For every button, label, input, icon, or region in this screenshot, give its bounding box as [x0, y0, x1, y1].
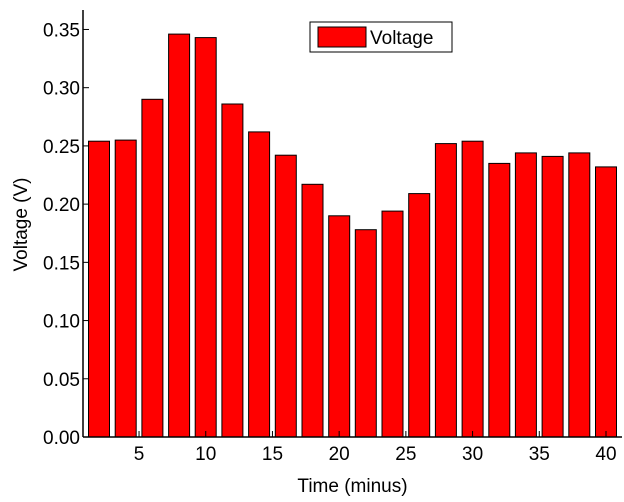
- x-ticks-group: 5 10 15 20 25 30 35 40: [134, 431, 617, 465]
- y-ticks-group: 0.00 0.05 0.10 0.15 0.20 0.25 0.30 0.35: [43, 20, 89, 449]
- bar: [221, 103, 244, 438]
- y-tick-label: 0.20: [43, 195, 80, 216]
- bar: [461, 140, 484, 438]
- y-tick-label: 0.05: [43, 370, 80, 391]
- x-tick-label: 10: [195, 444, 216, 465]
- axes-group: [82, 10, 622, 438]
- bar: [568, 152, 591, 438]
- bars-group: [88, 33, 617, 438]
- y-tick-label: 0.15: [43, 253, 80, 274]
- x-tick-label: 40: [595, 444, 616, 465]
- bar: [488, 162, 511, 438]
- x-tick-label: 15: [262, 444, 283, 465]
- bar: [514, 152, 537, 438]
- legend-label: Voltage: [370, 28, 433, 49]
- bar: [434, 143, 457, 438]
- bar: [194, 37, 217, 438]
- bar: [274, 154, 297, 438]
- x-tick-label: 25: [395, 444, 416, 465]
- bar: [381, 210, 404, 438]
- bar: [541, 155, 564, 438]
- x-tick-label: 20: [329, 444, 350, 465]
- bar: [168, 33, 191, 438]
- y-tick-label: 0.35: [43, 20, 80, 41]
- bar: [88, 140, 110, 438]
- y-tick-label: 0.30: [43, 79, 80, 100]
- legend-swatch: [317, 26, 367, 48]
- x-tick-label: 30: [462, 444, 483, 465]
- bar: [301, 183, 324, 438]
- bar: [408, 193, 431, 438]
- x-tick-label: 35: [529, 444, 550, 465]
- y-tick-label: 0.00: [43, 428, 80, 449]
- bar: [328, 215, 351, 438]
- bar: [114, 139, 137, 438]
- bar: [248, 131, 271, 438]
- bar: [595, 166, 617, 438]
- y-axis-title: Voltage (V): [11, 178, 32, 272]
- bar: [141, 98, 164, 438]
- y-tick-label: 0.10: [43, 312, 80, 333]
- bar: [354, 229, 377, 438]
- legend: Voltage: [309, 21, 453, 53]
- x-axis-title: Time (minus): [297, 476, 407, 497]
- x-tick-label: 5: [134, 444, 145, 465]
- y-tick-label: 0.25: [43, 137, 80, 158]
